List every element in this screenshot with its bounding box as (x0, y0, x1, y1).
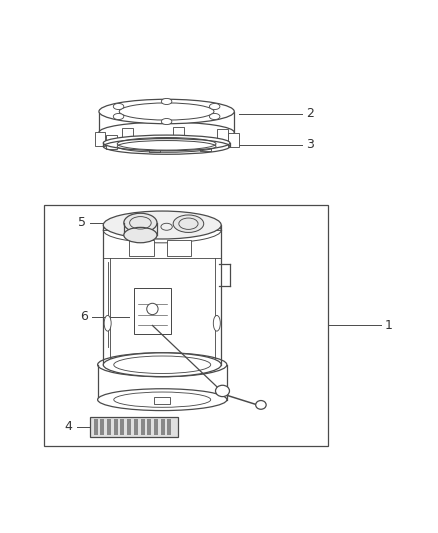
Bar (120, 419, 124, 434)
Text: 4: 4 (65, 421, 73, 433)
Ellipse shape (103, 135, 230, 151)
Text: 3: 3 (306, 138, 314, 151)
Bar (134, 288, 171, 334)
Bar (134, 419, 138, 434)
Ellipse shape (119, 103, 214, 120)
Ellipse shape (215, 385, 230, 397)
Ellipse shape (209, 114, 220, 119)
Bar (149, 138, 160, 151)
Ellipse shape (103, 353, 221, 377)
Bar (100, 419, 104, 434)
Bar (147, 419, 151, 434)
Ellipse shape (124, 213, 157, 232)
Bar (167, 419, 171, 434)
Bar (154, 397, 170, 404)
Ellipse shape (98, 353, 227, 377)
Ellipse shape (213, 316, 220, 331)
Bar (106, 135, 117, 149)
Text: 2: 2 (306, 107, 314, 120)
Text: 1: 1 (385, 319, 393, 332)
Text: 5: 5 (78, 216, 86, 229)
Bar (141, 419, 145, 434)
Ellipse shape (161, 99, 172, 104)
Bar (173, 127, 184, 141)
Ellipse shape (99, 99, 234, 124)
Bar (90, 417, 177, 437)
Ellipse shape (98, 389, 227, 410)
Ellipse shape (104, 316, 111, 331)
Ellipse shape (209, 103, 220, 110)
Bar (94, 419, 98, 434)
Bar (154, 419, 158, 434)
Ellipse shape (173, 215, 204, 232)
Text: 6: 6 (80, 310, 88, 323)
Bar (122, 128, 133, 142)
Bar (161, 419, 165, 434)
Ellipse shape (161, 118, 172, 125)
Bar (127, 419, 131, 434)
Bar (228, 133, 239, 147)
Ellipse shape (113, 114, 124, 119)
Ellipse shape (256, 400, 266, 409)
Bar (216, 130, 227, 143)
Bar (114, 419, 118, 434)
Bar (95, 132, 106, 146)
Bar (130, 240, 153, 256)
Bar (200, 137, 211, 151)
Ellipse shape (113, 103, 124, 110)
Bar (107, 419, 111, 434)
Ellipse shape (124, 228, 157, 243)
Bar (166, 240, 191, 256)
Bar (44, 205, 328, 446)
Ellipse shape (103, 211, 221, 239)
Ellipse shape (147, 303, 158, 314)
